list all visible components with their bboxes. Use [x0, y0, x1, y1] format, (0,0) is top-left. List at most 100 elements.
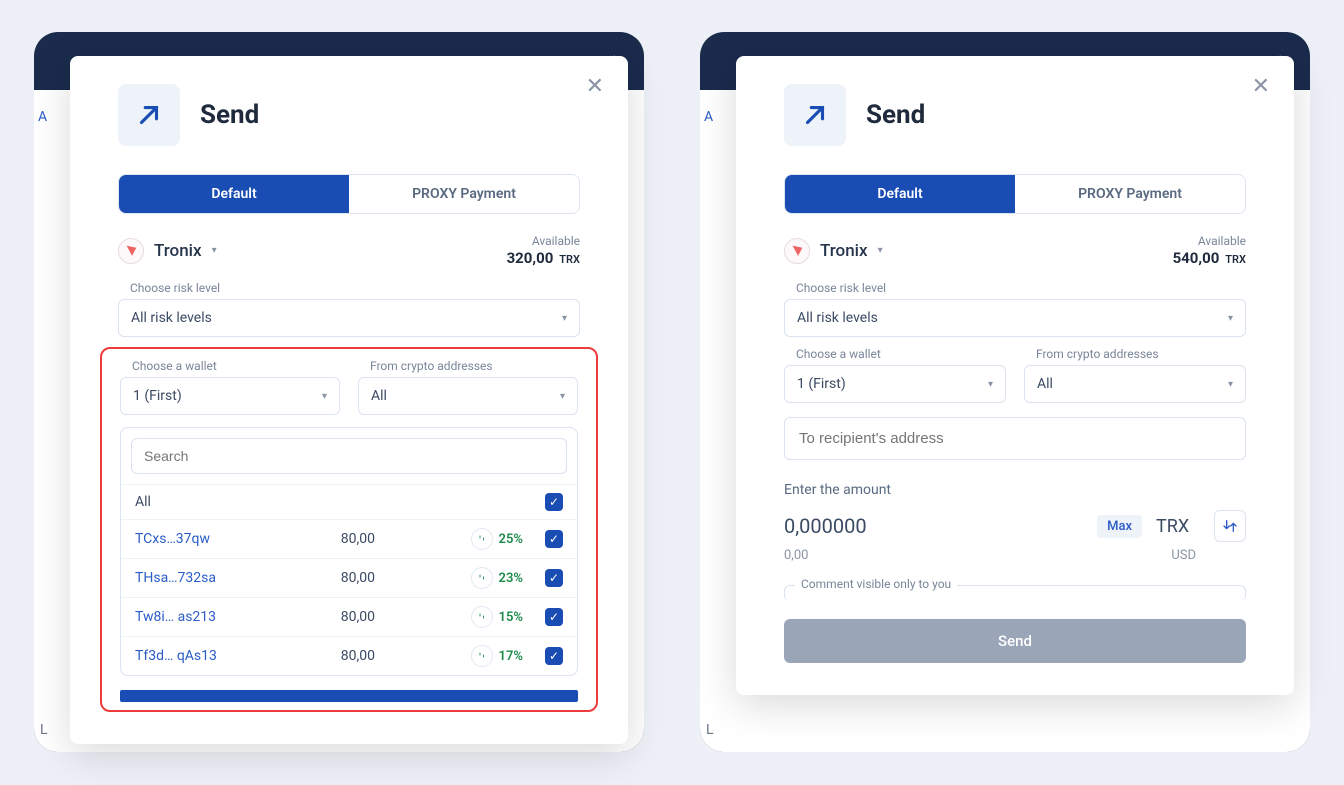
send-arrow-icon	[118, 84, 180, 146]
risk-select[interactable]: All risk levels ▾	[784, 299, 1246, 337]
send-modal: ✕ Send Default PROXY Payment Tronix ▾	[736, 56, 1294, 695]
wallet-value: 1 (First)	[133, 388, 182, 404]
amount-input[interactable]: 0,000000	[784, 514, 1083, 538]
modal-header: Send	[118, 84, 580, 146]
from-address-field: From crypto addresses All ▾	[358, 359, 578, 415]
address-row[interactable]: Tw8i… as213 80,00 15% ✓	[121, 597, 577, 636]
available-label: Available	[1173, 234, 1246, 248]
wallet-select[interactable]: 1 (First) ▾	[784, 365, 1006, 403]
send-button[interactable]: Send	[784, 619, 1246, 663]
checkbox[interactable]: ✓	[545, 569, 563, 587]
secondary-amount-row: 0,00 USD	[784, 548, 1246, 563]
wallet-label: Choose a wallet	[132, 359, 340, 373]
tab-proxy[interactable]: PROXY Payment	[1015, 175, 1245, 213]
chevron-down-icon: ▾	[1228, 313, 1233, 324]
available-label: Available	[507, 234, 580, 248]
address-pct: 23%	[499, 571, 523, 586]
close-icon[interactable]: ✕	[1252, 76, 1270, 98]
address-row[interactable]: TCxs…37qw 80,00 25% ✓	[121, 519, 577, 558]
risk-value: All risk levels	[131, 310, 212, 326]
from-label: From crypto addresses	[370, 359, 578, 373]
checkbox[interactable]: ✓	[545, 608, 563, 626]
from-address-field: From crypto addresses All ▾	[1024, 347, 1246, 403]
close-icon[interactable]: ✕	[586, 76, 604, 98]
available-unit: TRX	[1225, 253, 1246, 266]
checkbox-all[interactable]: ✓	[545, 493, 563, 511]
panel-right: ports A L ✕ Send Default PROXY Payment	[676, 32, 1334, 785]
comment-field[interactable]: Comment visible only to you	[784, 585, 1246, 601]
search-icon	[526, 427, 543, 430]
modal-title: Send	[866, 100, 925, 130]
payment-mode-tabs: Default PROXY Payment	[784, 174, 1246, 214]
risk-value: All risk levels	[797, 310, 878, 326]
wallet-field: Choose a wallet 1 (First) ▾	[120, 359, 340, 415]
address-dropdown: All ✓ TCxs…37qw 80,00 25% ✓ THsa…732sa	[120, 427, 578, 676]
wallet-label: Choose a wallet	[796, 347, 1006, 361]
risk-level-field: Choose risk level All risk levels ▾	[784, 281, 1246, 337]
tronix-icon	[784, 238, 810, 264]
currency-row: Tronix ▾ Available 320,00 TRX	[118, 234, 580, 267]
currency-name: Tronix	[154, 241, 202, 261]
wallet-field: Choose a wallet 1 (First) ▾	[784, 347, 1006, 403]
tab-default[interactable]: Default	[785, 175, 1015, 213]
secondary-value: 0,00	[784, 548, 808, 563]
currency-name: Tronix	[820, 241, 868, 261]
from-value: All	[371, 388, 387, 404]
from-label: From crypto addresses	[1036, 347, 1246, 361]
amount-label: Enter the amount	[784, 482, 1246, 498]
wallet-value: 1 (First)	[797, 376, 846, 392]
currency-row: Tronix ▾ Available 540,00 TRX	[784, 234, 1246, 267]
footprint-icon	[471, 606, 493, 628]
modal-title: Send	[200, 100, 259, 130]
address-row[interactable]: Tf3d… qAs13 80,00 17% ✓	[121, 636, 577, 675]
recipient-address-input[interactable]	[784, 417, 1246, 460]
address-pct: 25%	[499, 532, 523, 547]
chevron-down-icon: ▾	[562, 313, 567, 324]
available-amount: 540,00	[1173, 249, 1220, 267]
tab-proxy[interactable]: PROXY Payment	[349, 175, 579, 213]
address-name: Tw8i… as213	[135, 609, 285, 625]
confirm-bar[interactable]	[120, 690, 578, 702]
footprint-icon	[471, 528, 493, 550]
wallet-select[interactable]: 1 (First) ▾	[120, 377, 340, 415]
swap-currency-button[interactable]	[1214, 510, 1246, 542]
from-select[interactable]: All ▾	[1024, 365, 1246, 403]
tronix-icon	[118, 238, 144, 264]
bg-tab-fragment: A	[704, 109, 713, 125]
comment-label: Comment visible only to you	[795, 577, 957, 591]
highlighted-region: Choose a wallet 1 (First) ▾ From crypto …	[100, 347, 598, 712]
available-unit: TRX	[559, 253, 580, 266]
address-amount: 80,00	[285, 531, 375, 547]
send-arrow-icon	[784, 84, 846, 146]
from-select[interactable]: All ▾	[358, 377, 578, 415]
bg-bottom-fragment: L	[706, 722, 714, 738]
address-row-all[interactable]: All ✓	[121, 484, 577, 519]
max-button[interactable]: Max	[1097, 515, 1142, 538]
risk-label: Choose risk level	[130, 281, 580, 295]
checkbox[interactable]: ✓	[545, 647, 563, 665]
amount-row: 0,000000 Max TRX	[784, 510, 1246, 542]
bg-bottom-fragment: L	[40, 722, 48, 738]
payment-mode-tabs: Default PROXY Payment	[118, 174, 580, 214]
checkbox[interactable]: ✓	[545, 530, 563, 548]
from-value: All	[1037, 376, 1053, 392]
risk-select[interactable]: All risk levels ▾	[118, 299, 580, 337]
address-row[interactable]: THsa…732sa 80,00 23% ✓	[121, 558, 577, 597]
amount-unit: TRX	[1156, 516, 1196, 537]
chevron-down-icon: ▾	[988, 379, 993, 390]
search-input[interactable]	[131, 438, 567, 474]
chevron-down-icon: ▾	[322, 391, 327, 402]
currency-selector[interactable]: Tronix ▾	[784, 238, 883, 264]
all-label: All	[135, 494, 523, 510]
available-balance: Available 540,00 TRX	[1173, 234, 1246, 267]
address-name: Tf3d… qAs13	[135, 648, 285, 664]
risk-label: Choose risk level	[796, 281, 1246, 295]
available-amount: 320,00	[507, 249, 554, 267]
footprint-icon	[471, 645, 493, 667]
chevron-down-icon: ▾	[1228, 379, 1233, 390]
tab-default[interactable]: Default	[119, 175, 349, 213]
currency-selector[interactable]: Tronix ▾	[118, 238, 217, 264]
address-amount: 80,00	[285, 609, 375, 625]
send-modal: ✕ Send Default PROXY Payment Tronix ▾	[70, 56, 628, 744]
address-amount: 80,00	[285, 570, 375, 586]
